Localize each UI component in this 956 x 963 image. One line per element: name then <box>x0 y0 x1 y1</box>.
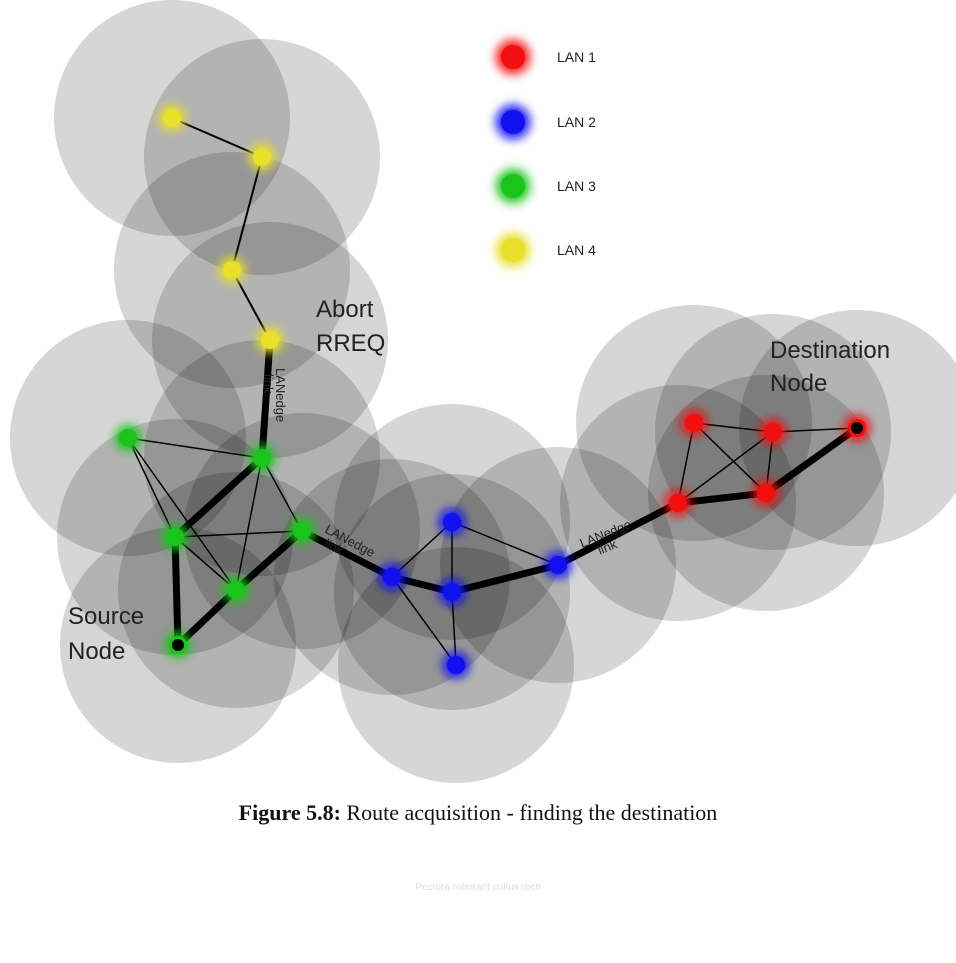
legend-swatch <box>501 45 525 69</box>
caption-text: Route acquisition - finding the destinat… <box>346 800 717 825</box>
node <box>166 528 184 546</box>
node <box>757 484 775 502</box>
annotation: Source <box>68 603 144 630</box>
node <box>443 513 461 531</box>
node <box>669 494 687 512</box>
legend-label: LAN 3 <box>557 178 596 194</box>
node <box>227 581 245 599</box>
annotation: Node <box>68 638 125 665</box>
legend-label: LAN 4 <box>557 242 596 258</box>
legend-swatch <box>501 238 525 262</box>
destination-marker <box>851 422 863 434</box>
source-marker <box>172 639 184 651</box>
node <box>447 656 465 674</box>
watermark: Pectora roborant cultus recti <box>415 882 540 893</box>
node <box>293 522 311 540</box>
annotation: RREQ <box>316 330 385 357</box>
node <box>764 423 782 441</box>
annotation: Abort <box>316 296 374 323</box>
legend-label: LAN 1 <box>557 49 596 65</box>
node <box>163 109 181 127</box>
legend-swatch <box>501 110 525 134</box>
node <box>223 261 241 279</box>
node <box>549 556 567 574</box>
legend: LAN 1 LAN 2 LAN 3 LAN 4 <box>496 40 596 267</box>
edge-label: link <box>261 374 276 394</box>
caption: Figure 5.8: Route acquisition - finding … <box>239 800 718 825</box>
node <box>253 449 271 467</box>
annotation: Node <box>770 370 827 397</box>
node <box>119 429 137 447</box>
node <box>261 331 279 349</box>
annotation: Destination <box>770 337 890 364</box>
caption-label: Figure 5.8: <box>239 800 341 825</box>
node <box>383 568 401 586</box>
node <box>443 583 461 601</box>
figure: LAN 1 LAN 2 LAN 3 LAN 4 Abort RREQ Destinat… <box>0 0 956 958</box>
legend-label: LAN 2 <box>557 114 596 130</box>
edge <box>175 537 178 645</box>
legend-swatch <box>501 174 525 198</box>
node <box>685 414 703 432</box>
node <box>253 148 271 166</box>
